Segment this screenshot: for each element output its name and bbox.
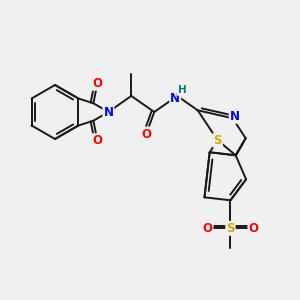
Text: O: O [92, 77, 102, 90]
Text: O: O [141, 128, 151, 140]
Text: N: N [103, 106, 113, 118]
Text: N: N [170, 92, 180, 105]
Text: O: O [202, 222, 212, 235]
Text: H: H [178, 85, 187, 95]
Text: N: N [230, 110, 240, 123]
Text: S: S [226, 222, 235, 235]
Text: O: O [92, 134, 102, 147]
Text: S: S [213, 134, 222, 147]
Text: O: O [248, 222, 259, 235]
